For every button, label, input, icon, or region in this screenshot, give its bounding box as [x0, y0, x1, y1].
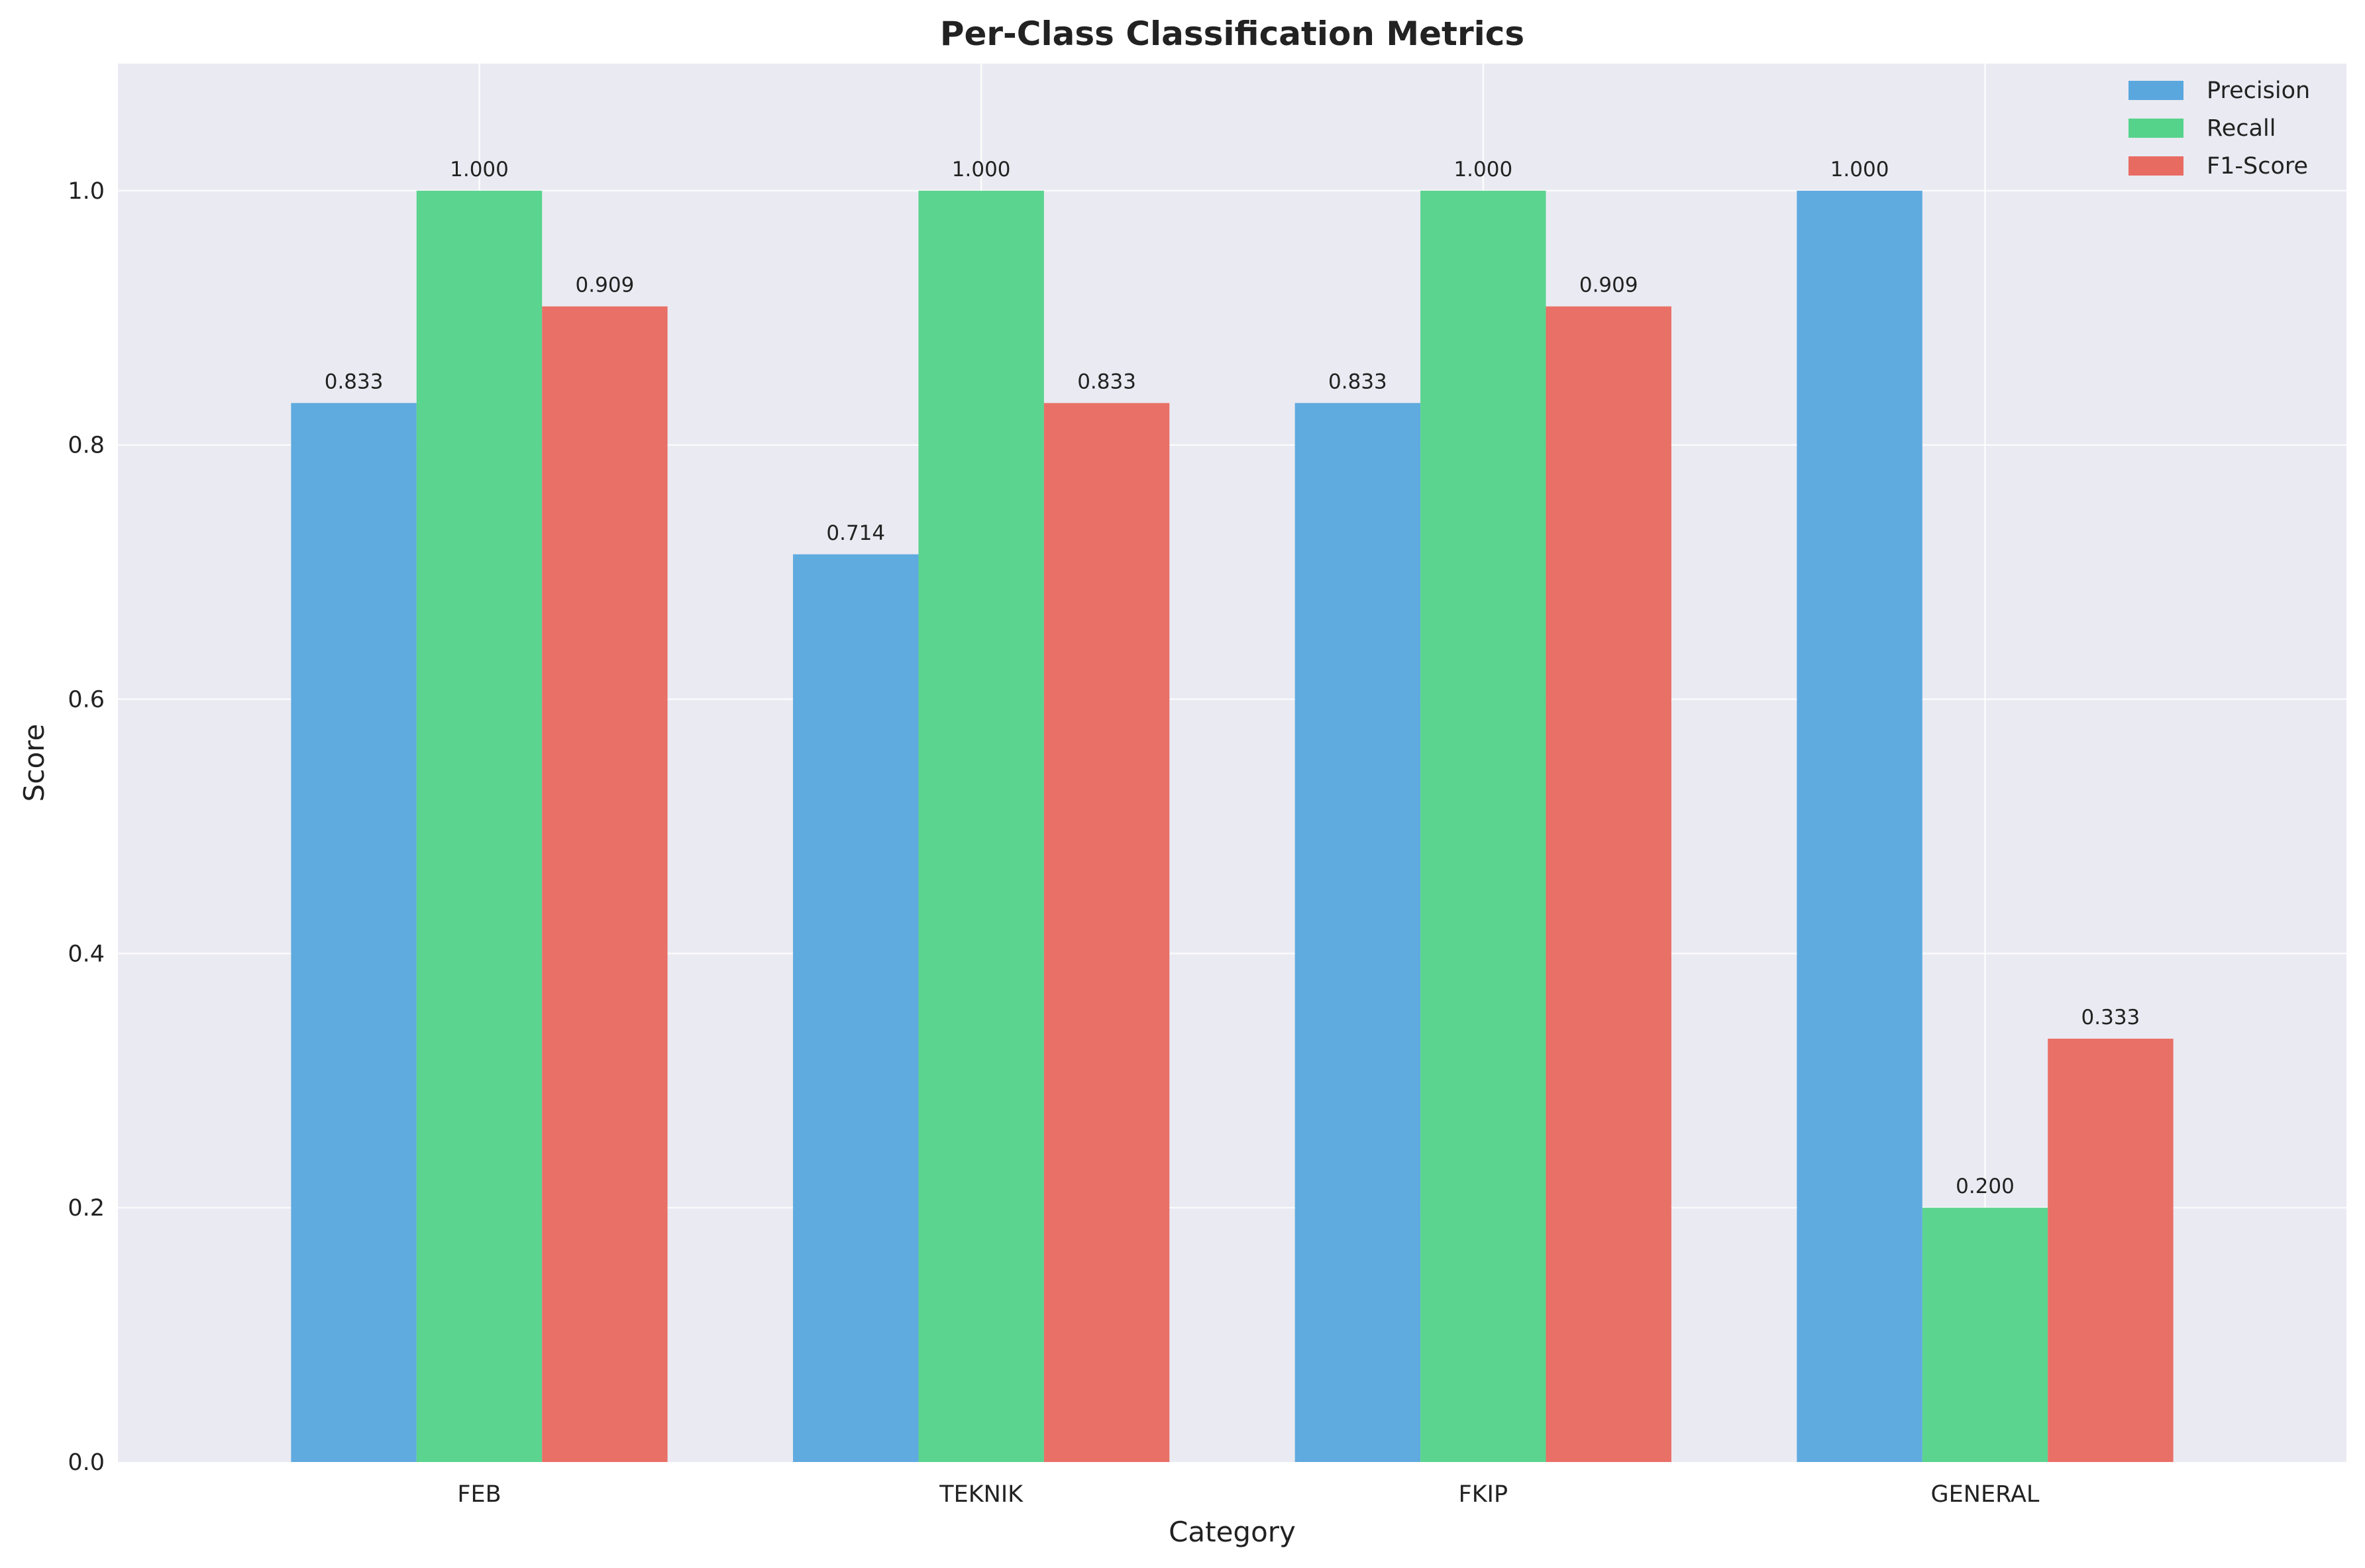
y-tick-label: 0.2	[68, 1195, 105, 1222]
y-tick-label: 0.8	[68, 433, 105, 459]
x-axis-label: Category	[1169, 1516, 1296, 1548]
legend-swatch-f1-score	[2128, 156, 2183, 176]
bar-value-label: 1.000	[450, 158, 509, 182]
bars-group	[291, 190, 2174, 1463]
y-tick-label: 0.6	[68, 687, 105, 713]
bar-f1-score-teknik	[1043, 403, 1170, 1463]
bar-value-label: 1.000	[952, 158, 1011, 182]
bar-recall-general	[1922, 1208, 2048, 1462]
bar-precision-teknik	[793, 554, 919, 1463]
y-tick-label: 0.0	[68, 1449, 105, 1476]
x-tick-label: FEB	[457, 1481, 501, 1508]
legend-label-precision: Precision	[2207, 78, 2310, 104]
x-axis-ticks: FEB TEKNIK FKIP GENERAL	[457, 1481, 2040, 1508]
bar-value-label: 1.000	[1830, 158, 1889, 182]
bar-recall-teknik	[918, 190, 1044, 1463]
legend-label-recall: Recall	[2207, 115, 2276, 142]
bar-value-label: 0.909	[1579, 274, 1638, 297]
bar-value-label: 1.000	[1453, 158, 1512, 182]
bar-value-label: 0.909	[576, 274, 635, 297]
bar-value-label: 0.714	[826, 521, 885, 545]
legend: Precision Recall F1-Score	[2128, 78, 2310, 180]
bar-precision-fkip	[1294, 403, 1421, 1463]
y-axis-ticks: 0.0 0.2 0.4 0.6 0.8 1.0	[68, 178, 105, 1476]
bar-f1-score-general	[2048, 1038, 2174, 1462]
value-labels-group: 0.833 0.714 0.833 1.000 1.000 1.000 1.000 0.200…	[325, 158, 2140, 1198]
y-axis-label: Score	[18, 724, 50, 802]
bar-value-label: 0.200	[1956, 1175, 2015, 1198]
bar-value-label: 0.833	[325, 370, 384, 393]
bar-recall-feb	[416, 190, 543, 1463]
bar-precision-general	[1797, 190, 1922, 1463]
bar-value-label: 0.333	[2081, 1006, 2140, 1029]
bar-f1-score-fkip	[1546, 306, 1671, 1462]
bar-value-label: 0.833	[1328, 370, 1387, 393]
legend-swatch-precision	[2128, 81, 2183, 100]
y-tick-label: 1.0	[68, 178, 105, 205]
x-tick-label: TEKNIK	[939, 1481, 1024, 1508]
bar-precision-feb	[291, 403, 417, 1463]
x-tick-label: FKIP	[1459, 1481, 1508, 1508]
legend-swatch-recall	[2128, 119, 2183, 138]
bar-value-label: 0.833	[1077, 370, 1136, 393]
bar-f1-score-feb	[542, 306, 668, 1462]
chart-title: Per-Class Classification Metrics	[940, 15, 1524, 53]
bar-recall-fkip	[1420, 190, 1546, 1463]
legend-label-f1-score: F1-Score	[2207, 153, 2308, 180]
y-tick-label: 0.4	[68, 941, 105, 967]
x-tick-label: GENERAL	[1931, 1481, 2040, 1508]
